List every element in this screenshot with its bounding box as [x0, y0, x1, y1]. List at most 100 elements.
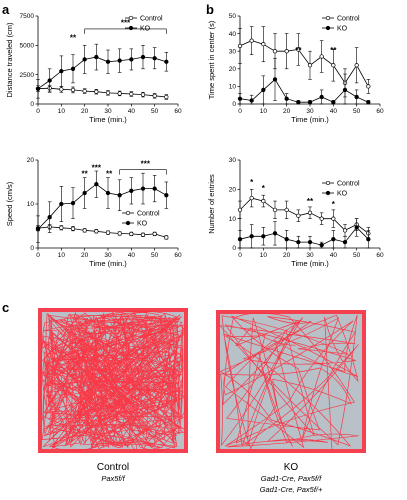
x-axis-label: Time (min.)	[89, 115, 127, 124]
movement-path	[40, 310, 187, 452]
data-point	[94, 182, 99, 187]
x-tick-label: 10	[260, 108, 268, 115]
legend-marker	[325, 180, 331, 186]
data-point	[94, 229, 99, 234]
data-point	[47, 78, 52, 83]
data-point	[296, 239, 301, 245]
data-point	[342, 87, 348, 93]
y-axis-label: Number of entries	[207, 174, 216, 234]
significance-bracket	[84, 28, 167, 34]
data-point	[70, 226, 76, 231]
x-tick-label: 40	[330, 252, 338, 259]
legend-marker	[125, 220, 131, 226]
legend-entry: Control	[137, 210, 160, 217]
legend-marker	[125, 210, 131, 216]
significance-marker: ***	[92, 164, 102, 173]
x-tick-label: 60	[174, 252, 182, 259]
data-point	[272, 231, 278, 236]
x-tick-label: 10	[58, 108, 66, 115]
data-point	[164, 94, 169, 100]
y-tick-label: 50	[229, 13, 237, 20]
series-line	[239, 197, 369, 234]
perimeter-trace	[38, 308, 188, 453]
x-tick-label: 40	[330, 108, 338, 115]
arena-control	[38, 308, 188, 453]
data-point	[249, 98, 254, 103]
movement-path	[219, 312, 359, 450]
series-control	[35, 84, 169, 100]
arena-ko-trace	[216, 310, 366, 453]
data-point	[140, 232, 146, 237]
series-ko	[237, 218, 371, 249]
data-point	[94, 54, 99, 60]
significance-marker: *	[262, 184, 266, 193]
data-point	[237, 96, 243, 101]
y-tick-label: 20	[229, 187, 237, 194]
series-control	[237, 189, 371, 240]
data-point	[342, 228, 348, 233]
x-tick-label: 40	[128, 252, 136, 259]
x-tick-label: 50	[353, 252, 361, 259]
data-point	[140, 54, 146, 60]
significance-marker: **	[330, 46, 337, 55]
data-point	[261, 42, 266, 47]
data-point	[117, 91, 122, 96]
data-point	[105, 230, 111, 235]
y-tick-label: 10	[229, 216, 237, 223]
data-point	[140, 186, 146, 191]
x-tick-label: 40	[128, 108, 136, 115]
x-axis-label: Time (min.)	[89, 259, 127, 268]
chart-time-in-center: 0 10 20 30 40 50 60 0 10 20 30 40 50 Time (min.) Time …	[207, 13, 384, 124]
y-tick-label: 0	[232, 101, 236, 108]
x-tick-label: 10	[260, 252, 268, 259]
data-point	[284, 49, 289, 54]
x-tick-label: 0	[238, 252, 242, 259]
data-point	[261, 234, 266, 239]
x-tick-label: 50	[151, 252, 159, 259]
y-axis-label: Distance traveled (cm)	[5, 22, 14, 98]
data-point	[82, 190, 87, 196]
data-point	[284, 96, 289, 101]
y-tick-label: 0	[30, 245, 34, 252]
y-tick-label: 0	[30, 101, 34, 108]
data-point	[307, 239, 313, 245]
significance-marker: ***	[141, 160, 151, 169]
y-tick-label: 5000	[20, 43, 35, 50]
data-point	[117, 231, 122, 236]
data-point	[35, 86, 41, 91]
panel-letter-c: c	[2, 300, 9, 315]
data-point	[70, 87, 76, 93]
series-line	[37, 226, 167, 238]
x-tick-label: 10	[58, 252, 66, 259]
legend-entry: KO	[337, 190, 348, 197]
data-point	[82, 57, 87, 62]
arena-ko	[216, 310, 366, 453]
arena-ko-genotype-2: Gad1-Cre, Pax5f/+	[260, 485, 323, 494]
series-ko	[237, 57, 371, 105]
legend-entry: Control	[337, 15, 360, 22]
data-point	[35, 226, 41, 232]
data-point	[152, 56, 157, 61]
data-point	[70, 200, 76, 206]
data-point	[354, 94, 359, 100]
panel-letter-b: b	[206, 2, 214, 17]
legend-entry: KO	[137, 220, 148, 227]
legend-marker	[325, 25, 331, 31]
data-point	[342, 239, 348, 245]
x-tick-label: 20	[81, 252, 89, 259]
data-point	[59, 201, 64, 207]
perimeter-trace	[216, 310, 366, 453]
data-point	[59, 87, 64, 92]
x-tick-label: 0	[238, 108, 242, 115]
data-point	[307, 100, 313, 105]
y-axis-label: Time spent in center (s)	[207, 20, 216, 99]
data-point	[354, 63, 359, 68]
series-ko	[35, 170, 169, 243]
series-control	[35, 224, 169, 240]
series-line	[239, 40, 369, 87]
legend-entry: KO	[337, 25, 348, 32]
y-tick-label: 30	[229, 157, 237, 164]
legend-entry: Control	[337, 180, 360, 187]
significance-bracket	[119, 169, 167, 175]
